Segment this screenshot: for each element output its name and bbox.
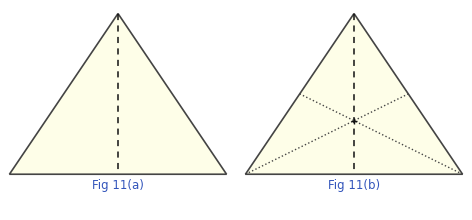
Polygon shape (9, 14, 227, 174)
Text: Fig 11(b): Fig 11(b) (328, 179, 380, 192)
Text: Fig 11(a): Fig 11(a) (92, 179, 144, 192)
Polygon shape (245, 14, 463, 174)
